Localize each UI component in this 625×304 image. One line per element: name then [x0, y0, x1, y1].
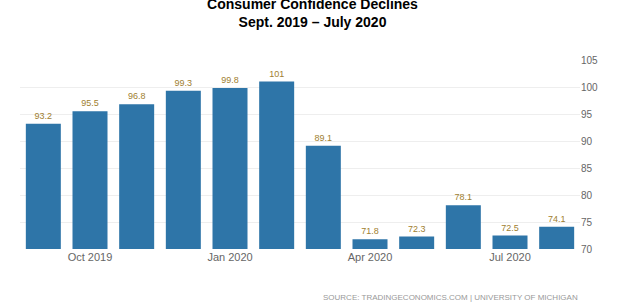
- svg-text:90: 90: [581, 136, 593, 147]
- svg-text:Apr 2020: Apr 2020: [348, 251, 393, 263]
- svg-text:Consumer Confidence DeclinesSe: Consumer Confidence DeclinesSept. 2019 –…: [207, 0, 418, 30]
- svg-text:80: 80: [581, 190, 593, 201]
- svg-text:78.1: 78.1: [455, 192, 473, 202]
- svg-text:72.5: 72.5: [501, 223, 519, 233]
- svg-text:89.1: 89.1: [315, 133, 333, 143]
- svg-text:85: 85: [581, 163, 593, 174]
- svg-text:99.8: 99.8: [221, 75, 239, 85]
- svg-text:SOURCE: TRADINGECONOMICS.COM |: SOURCE: TRADINGECONOMICS.COM | UNIVERSIT…: [323, 293, 578, 302]
- svg-text:99.3: 99.3: [175, 78, 193, 88]
- svg-text:100: 100: [581, 82, 598, 93]
- svg-text:96.8: 96.8: [128, 91, 146, 101]
- svg-text:74.1: 74.1: [548, 214, 566, 224]
- svg-text:Oct 2019: Oct 2019: [68, 251, 113, 263]
- svg-text:105: 105: [581, 55, 598, 66]
- svg-text:Jan 2020: Jan 2020: [207, 251, 252, 263]
- svg-text:75: 75: [581, 217, 593, 228]
- svg-text:95: 95: [581, 109, 593, 120]
- svg-text:93.2: 93.2: [35, 111, 53, 121]
- svg-text:71.8: 71.8: [361, 226, 379, 236]
- svg-text:72.3: 72.3: [408, 224, 426, 234]
- svg-text:101: 101: [269, 69, 284, 79]
- svg-text:Jul 2020: Jul 2020: [489, 251, 531, 263]
- svg-text:70: 70: [581, 244, 593, 255]
- svg-text:95.5: 95.5: [81, 98, 99, 108]
